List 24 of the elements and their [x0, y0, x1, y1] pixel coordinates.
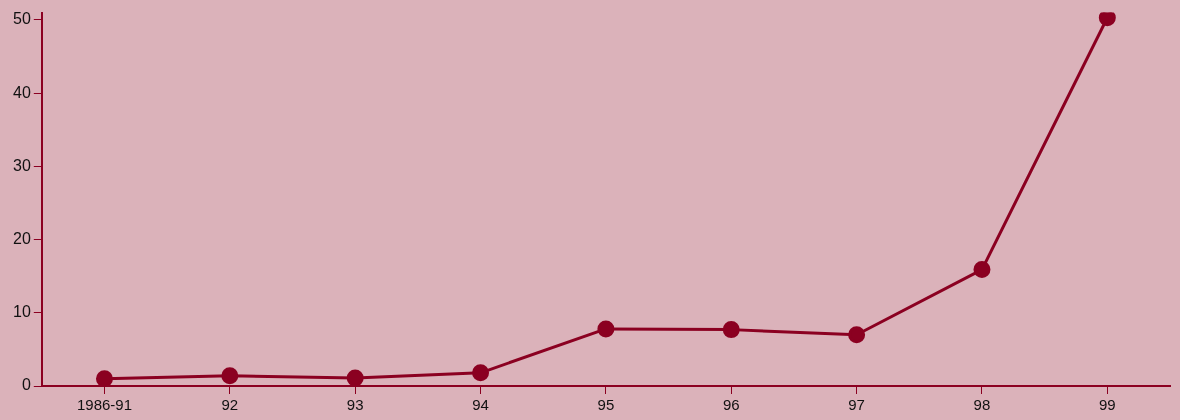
y-tick-label: 50: [13, 10, 31, 28]
x-tick-label: 99: [1098, 396, 1116, 414]
x-tick-label: 96: [722, 396, 740, 414]
point: [1098, 12, 1116, 27]
x-tick-label: 95: [597, 396, 615, 414]
x-tick-label: 93: [346, 396, 364, 414]
y-tick-label: 10: [13, 303, 31, 321]
y-tick-label: 30: [13, 156, 31, 174]
x-tick-label: 98: [973, 396, 991, 414]
point: [722, 321, 740, 339]
x-tick-label: 97: [848, 396, 865, 414]
x-tick-label: 92: [221, 396, 239, 414]
point: [95, 370, 113, 386]
y-tick-label: 0: [21, 376, 31, 394]
y-tick-label: 40: [13, 83, 31, 101]
point: [472, 364, 490, 382]
y-tick-label: 20: [13, 229, 31, 247]
x-tick-label: 1986-91: [76, 396, 133, 414]
point: [973, 261, 991, 279]
point: [221, 367, 239, 385]
x-tick-label: 94: [472, 396, 489, 414]
point: [597, 320, 615, 338]
point: [848, 326, 866, 344]
point: [346, 369, 364, 386]
